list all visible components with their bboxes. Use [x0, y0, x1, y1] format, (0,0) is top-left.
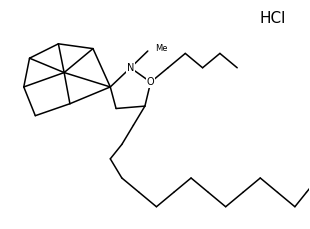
Text: Me: Me	[155, 44, 167, 53]
Text: O: O	[147, 77, 154, 87]
Text: HCl: HCl	[259, 11, 286, 26]
Text: N: N	[127, 63, 134, 73]
